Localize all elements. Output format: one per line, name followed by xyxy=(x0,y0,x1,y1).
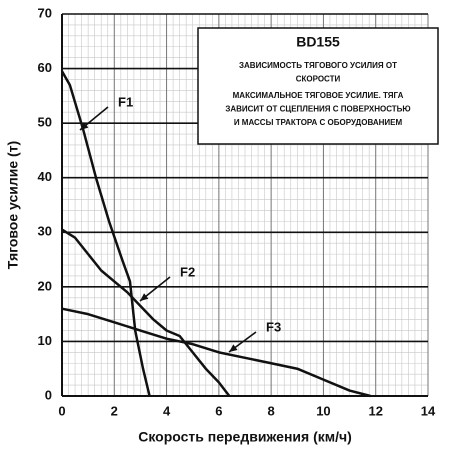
series-label: F3 xyxy=(266,319,281,334)
info-box-line: ЗАВИСИТ ОТ СЦЕПЛЕНИЯ С ПОВЕРХНОСТЬЮ xyxy=(225,105,410,114)
series-line xyxy=(61,228,231,397)
y-tick-label: 10 xyxy=(38,333,52,348)
info-box-line: ЗАВИСИМОСТЬ ТЯГОВОГО УСИЛИЯ ОТ xyxy=(239,61,397,70)
series-line xyxy=(61,307,371,398)
series-line xyxy=(60,70,151,397)
x-tick-label: 0 xyxy=(58,403,65,418)
arrow-head xyxy=(140,293,149,301)
arrow-head xyxy=(229,344,238,352)
y-tick-label: 20 xyxy=(38,278,52,293)
series-label: F1 xyxy=(118,94,133,109)
arrow-head xyxy=(80,122,89,130)
x-tick-label: 2 xyxy=(111,403,118,418)
y-tick-label: 40 xyxy=(38,169,52,184)
x-tick-label: 6 xyxy=(215,403,222,418)
info-box xyxy=(197,27,439,145)
y-tick-label: 60 xyxy=(38,60,52,75)
series-label: F2 xyxy=(180,264,195,279)
y-tick-label: 50 xyxy=(38,115,52,130)
y-tick-label: 30 xyxy=(38,224,52,239)
y-tick-label: 0 xyxy=(45,387,52,402)
info-box-line: И МАССЫ ТРАКТОРА С ОБОРУДОВАНИЕМ xyxy=(234,118,403,127)
y-tick-label: 70 xyxy=(38,5,52,20)
x-tick-label: 14 xyxy=(421,403,436,418)
info-box-title: BD155 xyxy=(296,34,340,50)
x-tick-label: 10 xyxy=(316,403,330,418)
x-tick-label: 12 xyxy=(368,403,382,418)
x-tick-label: 8 xyxy=(268,403,275,418)
x-tick-label: 4 xyxy=(163,403,171,418)
info-box-line: МАКСИМАЛЬНОЕ ТЯГОВОЕ УСИЛИЕ. ТЯГА xyxy=(233,91,404,100)
info-box-line: СКОРОСТИ xyxy=(296,75,341,84)
y-axis-title: Тяговое усилие (т) xyxy=(5,141,21,269)
x-axis-title: Скорость передвижения (км/ч) xyxy=(138,429,352,445)
